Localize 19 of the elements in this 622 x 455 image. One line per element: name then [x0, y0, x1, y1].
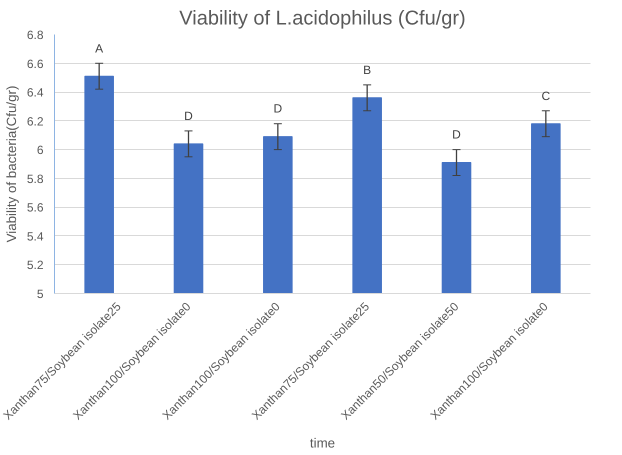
y-tick-label: 6.2 [26, 114, 44, 128]
y-tick-label: 5.4 [26, 229, 44, 244]
y-tick-label: 5.8 [26, 172, 44, 186]
data-label: D [452, 128, 462, 142]
y-tick-label: 6.4 [26, 86, 44, 100]
y-axis-title: Viability of bacteria(Cfu/gr) [4, 86, 19, 242]
data-label: C [542, 88, 550, 103]
data-label: D [184, 108, 194, 123]
y-tick-label: 5 [36, 287, 44, 301]
chart-title: Viability of L.acidophilus (Cfu/gr) [179, 8, 466, 30]
x-axis-title: time [310, 436, 336, 451]
data-label: A [95, 41, 104, 56]
data-label: B [363, 62, 372, 77]
data-label: D [274, 102, 282, 116]
y-tick-label: 6.8 [26, 28, 44, 42]
y-tick-label: 6.6 [26, 56, 44, 71]
y-tick-label: 6 [36, 143, 44, 158]
y-tick-label: 5.2 [26, 258, 44, 272]
y-tick-label: 5.6 [26, 200, 44, 215]
